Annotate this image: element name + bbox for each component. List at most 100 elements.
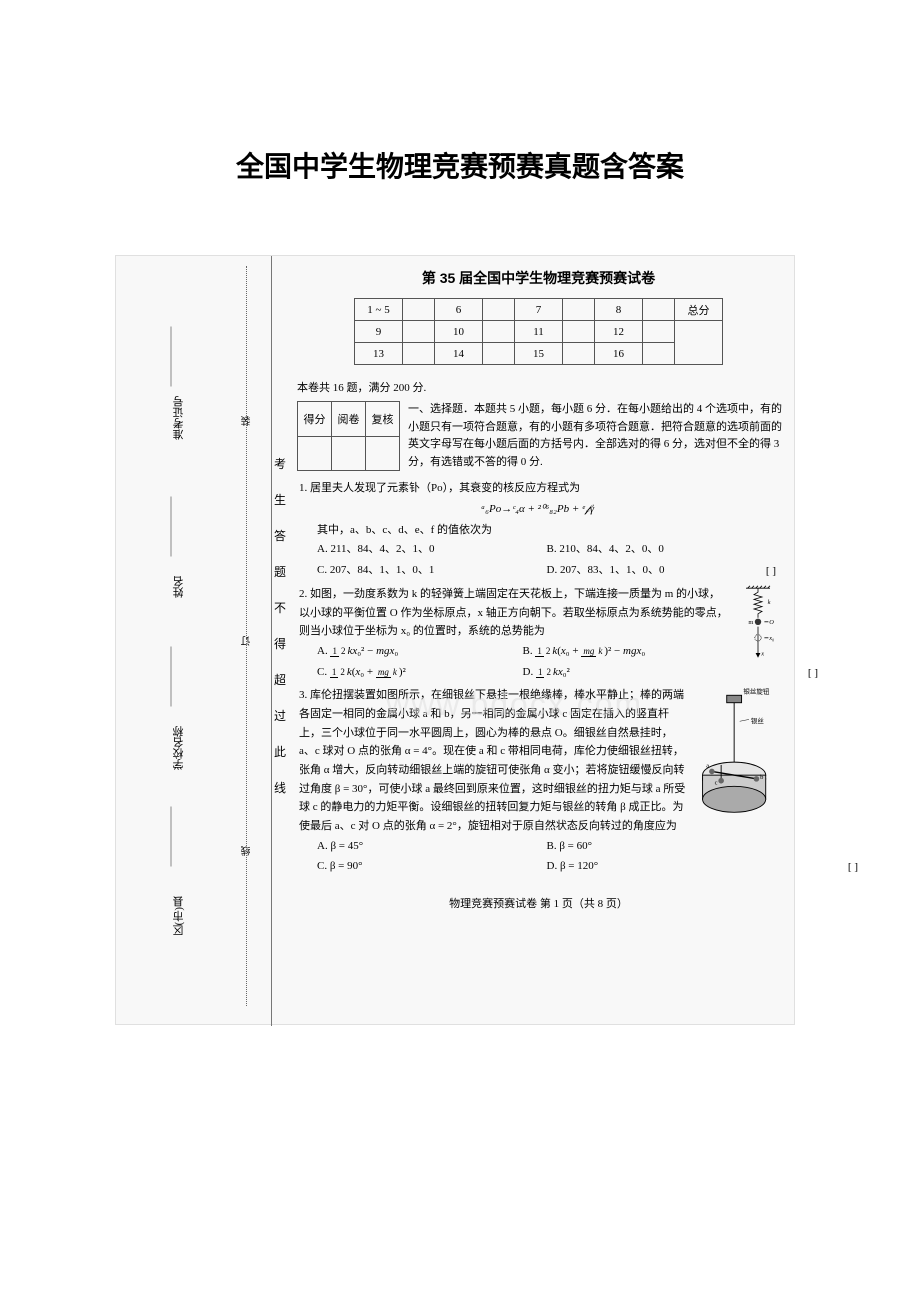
cell xyxy=(563,343,595,365)
table-row: 1 ~ 5 6 7 8 总分 xyxy=(355,299,723,321)
question-3: 3. 库伦扭摆装置如图所示，在细银丝下悬挂一根绝缘棒，棒水平静止；棒的两端各固定… xyxy=(299,686,776,877)
table-row xyxy=(298,436,400,471)
option-a: A. 211、84、4、2、1、0 xyxy=(317,539,547,560)
svg-text:k: k xyxy=(768,599,771,606)
side-char: 得 xyxy=(272,626,288,662)
table-row: 13 14 15 16 xyxy=(355,343,723,365)
field-name: 姓名 xyxy=(171,576,187,598)
svg-text:银丝旋钮: 银丝旋钮 xyxy=(743,687,770,696)
cell: 6 xyxy=(435,299,483,321)
cell: 8 xyxy=(595,299,643,321)
q1-options: A. 211、84、4、2、1、0 B. 210、84、4、2、0、0 C. 2… xyxy=(317,539,776,580)
cell: 7 xyxy=(515,299,563,321)
side-char: 此 xyxy=(272,734,288,770)
svg-text:银丝: 银丝 xyxy=(751,716,765,725)
cell: 13 xyxy=(355,343,403,365)
svg-text:c: c xyxy=(715,780,718,787)
section-header-block: 得分 阅卷 复核 一、选择题．本题共 5 小题，每小题 6 分．在每小题给出的 … xyxy=(291,401,786,471)
answer-bracket: [ ] xyxy=(766,562,776,581)
side-char: 题 xyxy=(272,554,288,590)
q1-formula: ᵃ₆Po→ᶜ₄α + ²⁰⁶₈₂Pb + ᵉ𝒻γ xyxy=(299,500,776,519)
cell xyxy=(643,343,675,365)
svg-text:x₀: x₀ xyxy=(768,635,774,642)
table-row: 得分 阅卷 复核 xyxy=(298,402,400,437)
cell: 9 xyxy=(355,321,403,343)
paper-title: 第 35 届全国中学生物理竞赛预赛试卷 xyxy=(291,256,786,298)
q1-sub: 其中，a、b、c、d、e、f 的值依次为 xyxy=(317,521,776,540)
option-b: B. 210、84、4、2、0、0 xyxy=(547,539,777,560)
cell xyxy=(643,299,675,321)
torsion-balance-diagram-icon: 银丝旋钮 银丝 a b c xyxy=(696,686,776,816)
svg-text:a: a xyxy=(706,763,709,770)
answer-bracket: [ ] xyxy=(848,858,858,877)
cell xyxy=(483,343,515,365)
option-c: C. 207、84、1、1、0、1 xyxy=(317,560,547,581)
svg-text:x: x xyxy=(760,650,764,657)
field-school: 学校名称 xyxy=(171,726,187,770)
cell xyxy=(563,321,595,343)
side-char: 过 xyxy=(272,698,288,734)
question-2: 2. 如图，一劲度系数为 k 的轻弹簧上端固定在天花板上，下端连接一质量为 m … xyxy=(299,585,776,682)
option-b: B. β = 60° xyxy=(547,836,777,857)
cell xyxy=(483,321,515,343)
score-summary-table: 1 ~ 5 6 7 8 总分 9 10 11 12 13 14 15 16 xyxy=(354,298,723,365)
dot-marker: 订 xyxy=(240,636,255,646)
underline xyxy=(171,647,172,707)
cell xyxy=(403,299,435,321)
option-d: D. β = 120° xyxy=(547,856,777,877)
exam-paper-scan: 区(市)县 学校名称 姓名 准考证号 装 订 线 考 生 答 题 不 得 超 过… xyxy=(115,255,795,1025)
cell: 11 xyxy=(515,321,563,343)
cell: 10 xyxy=(435,321,483,343)
grader-mini-table: 得分 阅卷 复核 xyxy=(297,401,400,471)
exam-content: 第 35 届全国中学生物理竞赛预赛试卷 1 ~ 5 6 7 8 总分 9 10 … xyxy=(291,256,786,911)
option-a: A. β = 45° xyxy=(317,836,547,857)
side-char: 答 xyxy=(272,518,288,554)
option-a: A. 12kx₀² − mgx₀ xyxy=(317,641,523,662)
page-footer: 物理竞赛预赛试卷 第 1 页（共 8 页） xyxy=(291,881,786,911)
answer-bracket: [ ] xyxy=(808,664,818,683)
side-char: 生 xyxy=(272,482,288,518)
question-1: 1. 居里夫人发现了元素钋（Po），其衰变的核反应方程式为 ᵃ₆Po→ᶜ₄α +… xyxy=(299,479,776,580)
side-char: 考 xyxy=(272,446,288,482)
underline xyxy=(171,497,172,557)
q3-stem: 3. 库伦扭摆装置如图所示，在细银丝下悬挂一根绝缘棒，棒水平静止；棒的两端各固定… xyxy=(299,686,688,836)
side-char: 线 xyxy=(272,770,288,806)
field-exam-id: 准考证号 xyxy=(171,396,187,440)
table-row: 9 10 11 12 xyxy=(355,321,723,343)
underline xyxy=(171,807,172,867)
svg-text:m: m xyxy=(748,619,753,626)
q2-stem: 2. 如图，一劲度系数为 k 的轻弹簧上端固定在天花板上，下端连接一质量为 m … xyxy=(299,585,728,641)
field-district: 区(市)县 xyxy=(171,896,187,936)
cell: 阅卷 xyxy=(332,402,366,437)
cell: 复核 xyxy=(366,402,400,437)
cell: 16 xyxy=(595,343,643,365)
section1-instructions: 一、选择题．本题共 5 小题，每小题 6 分．在每小题给出的 4 个选项中，有的… xyxy=(408,401,786,471)
binding-margin: 区(市)县 学校名称 姓名 准考证号 装 订 线 xyxy=(116,256,271,1026)
q1-stem: 1. 居里夫人发现了元素钋（Po），其衰变的核反应方程式为 xyxy=(299,479,776,498)
cell xyxy=(643,321,675,343)
cell xyxy=(403,321,435,343)
cell xyxy=(563,299,595,321)
dot-marker: 装 xyxy=(240,416,255,426)
cell xyxy=(332,436,366,471)
cell xyxy=(298,436,332,471)
main-document-title: 全国中学生物理竞赛预赛真题含答案 xyxy=(0,0,920,245)
q3-options: A. β = 45° B. β = 60° C. β = 90° D. β = … xyxy=(317,836,776,877)
option-c: C. 12k(x₀ + mgk)² xyxy=(317,662,523,683)
cell: 12 xyxy=(595,321,643,343)
svg-text:O: O xyxy=(769,619,774,626)
option-b: B. 12k(x₀ + mgk)² − mgx₀ xyxy=(523,641,729,662)
cell xyxy=(675,321,723,365)
dot-marker: 线 xyxy=(240,846,255,856)
cell: 14 xyxy=(435,343,483,365)
option-d: D. 207、83、1、1、0、0 xyxy=(547,560,777,581)
underline xyxy=(171,327,172,387)
q2-options: A. 12kx₀² − mgx₀ B. 12k(x₀ + mgk)² − mgx… xyxy=(317,641,728,682)
spring-diagram-icon: m O x₀ x k xyxy=(738,585,778,665)
side-char: 超 xyxy=(272,662,288,698)
cell: 15 xyxy=(515,343,563,365)
margin-vertical-text: 考 生 答 题 不 得 超 过 此 线 xyxy=(272,446,288,806)
side-char: 不 xyxy=(272,590,288,626)
intro-line: 本卷共 16 题，满分 200 分. xyxy=(297,379,786,395)
svg-text:b: b xyxy=(760,774,763,781)
